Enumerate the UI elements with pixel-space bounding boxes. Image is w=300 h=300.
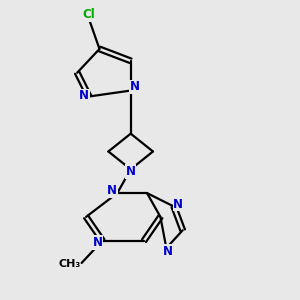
Text: N: N	[107, 184, 117, 197]
Text: N: N	[173, 198, 183, 211]
Text: CH₃: CH₃	[58, 260, 80, 269]
Text: N: N	[92, 236, 102, 249]
Text: N: N	[126, 165, 136, 178]
Text: N: N	[163, 245, 173, 258]
Text: N: N	[79, 89, 89, 102]
Text: N: N	[130, 80, 140, 94]
Text: Cl: Cl	[83, 8, 95, 21]
